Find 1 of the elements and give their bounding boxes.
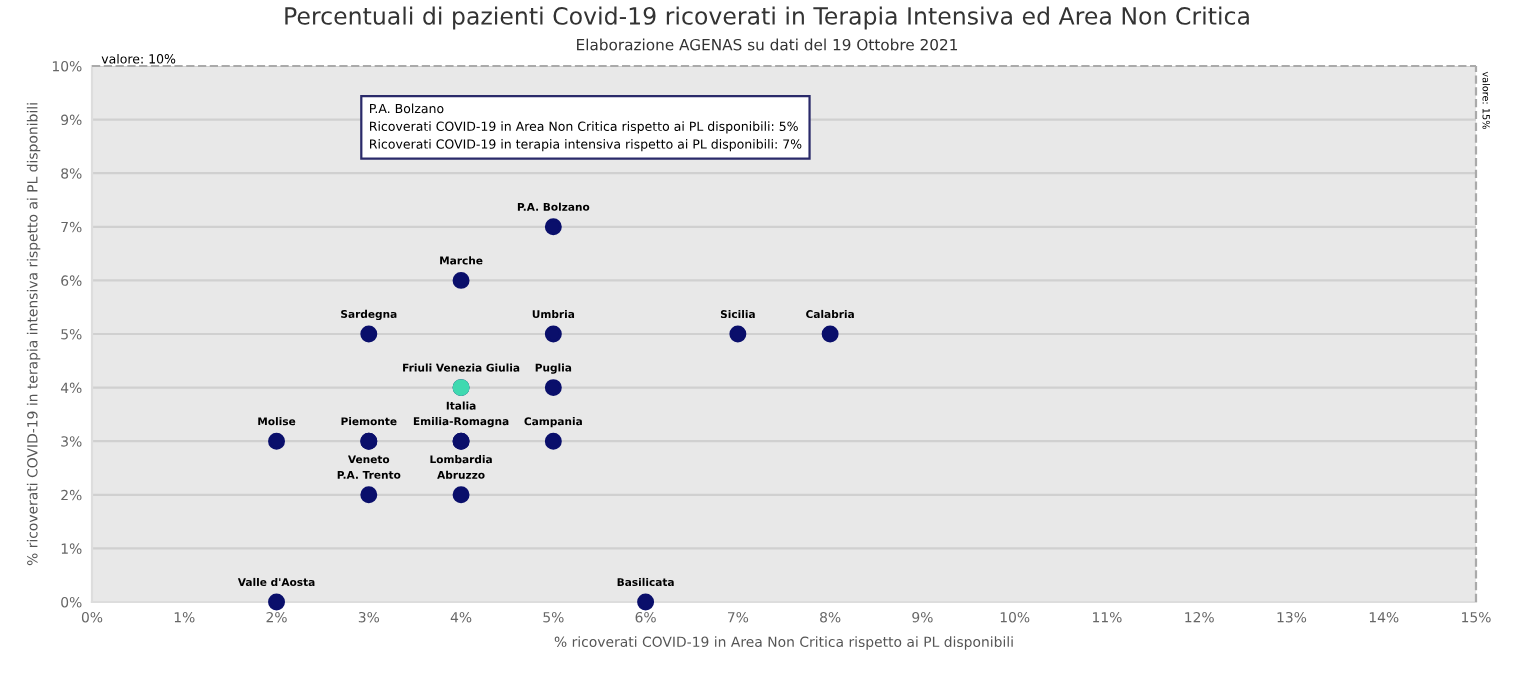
chart-title: Percentuali di pazienti Covid-19 ricoverati in Terapia Intensiva ed Area Non Critica bbox=[285, 6, 1249, 30]
